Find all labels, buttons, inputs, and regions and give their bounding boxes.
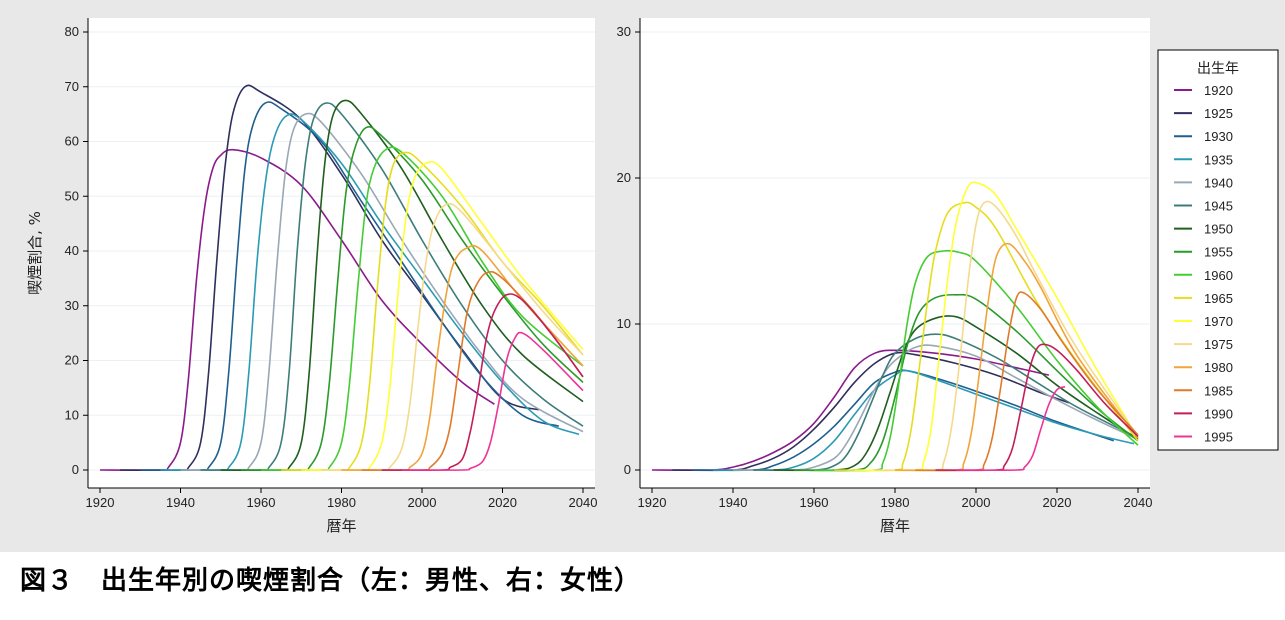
series-line-1965 (834, 201, 1139, 472)
series-line-1985 (361, 270, 584, 472)
series-line-1940 (732, 344, 1139, 472)
y-tick-label: 70 (65, 79, 79, 94)
x-tick-label: 2020 (488, 495, 517, 510)
series-line-1990 (381, 293, 584, 472)
series-line-1990 (935, 343, 1139, 472)
x-tick-label: 2000 (962, 495, 991, 510)
series-line-1980 (894, 242, 1139, 472)
series-line-1995 (955, 386, 1066, 472)
series-line-1930 (692, 369, 1114, 472)
x-tick-label: 2020 (1043, 495, 1072, 510)
series-line-1920 (99, 148, 495, 472)
legend-label-1930: 1930 (1204, 129, 1233, 144)
series-line-1970 (301, 160, 584, 472)
plot-area (640, 18, 1150, 488)
series-line-1950 (773, 315, 1139, 472)
series-line-1925 (672, 351, 1070, 472)
y-tick-label: 40 (65, 243, 79, 258)
legend-label-1970: 1970 (1204, 314, 1233, 329)
series-line-1980 (341, 244, 584, 472)
x-tick-label: 1920 (638, 495, 667, 510)
series-line-1975 (321, 202, 584, 472)
legend-label-1960: 1960 (1204, 268, 1233, 283)
x-tick-label: 1960 (247, 495, 276, 510)
legend-label-1955: 1955 (1204, 245, 1233, 260)
legend-label-1995: 1995 (1204, 430, 1233, 445)
y-tick-label: 10 (617, 316, 631, 331)
y-tick-label: 80 (65, 24, 79, 39)
x-tick-label: 1920 (86, 495, 115, 510)
x-axis-title: 暦年 (326, 517, 356, 535)
x-axis-title: 暦年 (880, 517, 910, 535)
series-line-1995 (401, 331, 584, 471)
x-tick-label: 1980 (881, 495, 910, 510)
legend-label-1945: 1945 (1204, 199, 1233, 214)
panel-right: 0 10 20 30 1920 1940 1960 1980 2000 2020 2040 暦年 (617, 18, 1153, 535)
series-line-1945 (753, 333, 1139, 472)
series-line-1935 (160, 113, 580, 472)
y-tick-label: 20 (617, 170, 631, 185)
series-line-1945 (200, 102, 584, 472)
y-tick-label: 60 (65, 134, 79, 149)
series-line-1950 (220, 99, 584, 472)
series-line-1960 (813, 249, 1139, 472)
x-tick-label: 2040 (1124, 495, 1153, 510)
legend-label-1990: 1990 (1204, 406, 1233, 421)
x-tick-label: 1980 (327, 495, 356, 510)
x-tick-label: 2040 (569, 495, 598, 510)
y-tick-label: 0 (72, 462, 79, 477)
legend-label-1925: 1925 (1204, 106, 1233, 121)
y-tick-label: 30 (65, 298, 79, 313)
figure-caption: 図３ 出生年別の喫煙割合（左：男性、右：女性） (20, 566, 642, 596)
legend-label-1965: 1965 (1204, 291, 1233, 306)
legend: 出生年 1920 1925 1930 1935 1940 1945 1950 1955 1960 1… (1157, 49, 1279, 451)
series-line-1970 (854, 181, 1139, 472)
x-tick-label: 1940 (166, 495, 195, 510)
series-line-1985 (915, 291, 1139, 472)
series-line-1975 (874, 200, 1139, 472)
y-tick-label: 50 (65, 188, 79, 203)
legend-title: 出生年 (1197, 61, 1239, 77)
x-tick-label: 1940 (719, 495, 748, 510)
series-line-1930 (140, 101, 560, 472)
series-line-1940 (180, 112, 584, 472)
legend-box (1157, 49, 1279, 451)
y-axis-title: 喫煙割合, % (26, 211, 44, 295)
y-tick-label: 30 (617, 24, 631, 39)
legend-label-1985: 1985 (1204, 383, 1233, 398)
series-line-1920 (651, 349, 1050, 472)
legend-label-1935: 1935 (1204, 152, 1233, 167)
y-tick-label: 10 (65, 407, 79, 422)
y-tick-label: 20 (65, 353, 79, 368)
series-line-1955 (240, 125, 584, 472)
x-tick-label: 1960 (800, 495, 829, 510)
plot-area (88, 18, 595, 488)
legend-label-1975: 1975 (1204, 337, 1233, 352)
series-line-1960 (260, 146, 584, 472)
legend-label-1940: 1940 (1204, 175, 1233, 190)
legend-label-1920: 1920 (1204, 83, 1233, 98)
figure: 0 10 20 30 40 50 60 70 80 1920 1940 1960 1980 2000 202… (0, 0, 1285, 552)
legend-label-1950: 1950 (1204, 222, 1233, 237)
x-tick-label: 2000 (408, 495, 437, 510)
y-tick-label: 0 (624, 462, 631, 477)
panel-left: 0 10 20 30 40 50 60 70 80 1920 1940 1960 1980 2000 202… (26, 18, 597, 535)
legend-label-1980: 1980 (1204, 360, 1233, 375)
